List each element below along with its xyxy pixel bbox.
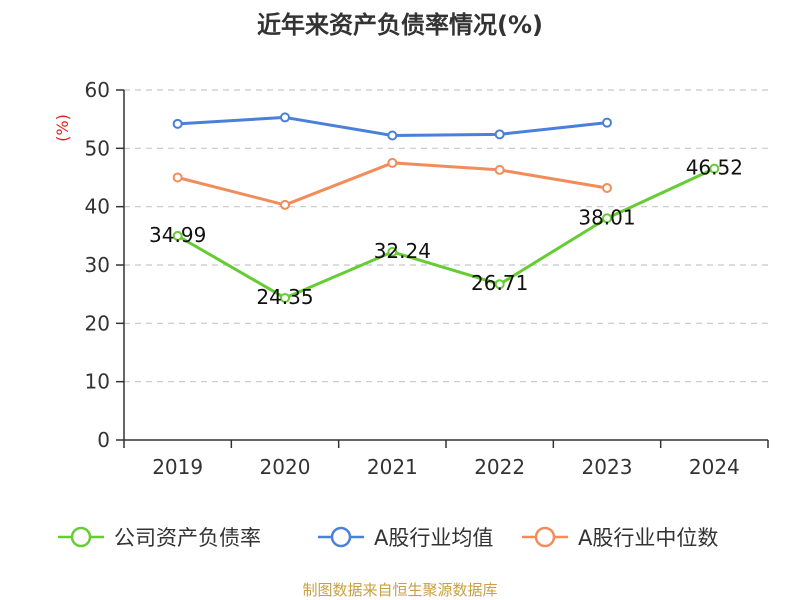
data-label: 24.35	[256, 285, 313, 309]
legend-marker	[70, 526, 92, 548]
x-tick-label: 2019	[152, 455, 203, 479]
data-point	[602, 213, 612, 224]
x-tick-label: 2020	[260, 455, 311, 479]
data-label: 26.71	[471, 271, 528, 295]
chart-title: 近年来资产负债率情况(%)	[257, 11, 543, 39]
y-tick-label: 60	[85, 78, 110, 102]
y-tick-label: 30	[85, 253, 110, 277]
x-tick-label: 2022	[474, 455, 525, 479]
data-point	[602, 183, 612, 193]
data-labels: 34.99 24.35 32.24 26.71 38.01 46.52	[149, 156, 743, 309]
data-point	[494, 279, 505, 290]
y-tick-label: 50	[85, 136, 110, 160]
legend-label: 公司资产负债率	[114, 526, 261, 550]
legend-marker	[330, 526, 352, 548]
series-line	[177, 161, 608, 207]
data-point	[172, 118, 183, 129]
y-tick-label: 20	[85, 311, 110, 335]
data-point	[172, 230, 183, 241]
data-point	[494, 164, 505, 175]
data-label: 32.24	[374, 239, 431, 263]
data-label: 34.99	[149, 223, 206, 247]
data-point	[602, 117, 612, 128]
grid-lines	[124, 89, 768, 383]
x-tick-label: 2023	[582, 455, 633, 479]
legend-label: A股行业中位数	[578, 526, 718, 550]
y-tick-label: 0	[97, 428, 110, 452]
legend: 公司资产负债率 A股行业均值 A股行业中位数	[58, 526, 718, 550]
y-tick-labels: 0 10 20 30 40 50 60	[85, 78, 110, 452]
y-tick-label: 10	[85, 370, 110, 394]
x-tick-label: 2024	[689, 455, 740, 479]
data-point	[387, 157, 398, 168]
data-label: 38.01	[578, 205, 635, 229]
source-note: 制图数据来自恒生聚源数据库	[302, 581, 497, 599]
data-point	[280, 199, 290, 210]
data-point	[280, 112, 290, 123]
y-axis-label: (%)	[53, 114, 72, 142]
data-point	[387, 246, 398, 257]
data-point	[172, 172, 183, 183]
data-label: 46.52	[686, 156, 743, 180]
y-tick-label: 40	[85, 195, 110, 219]
x-tick-labels: 2019 2020 2021 2022 2023 2024	[152, 455, 740, 479]
axes	[116, 89, 769, 448]
data-point	[709, 163, 720, 174]
data-point	[280, 292, 290, 303]
series-line	[176, 167, 715, 300]
data-point	[387, 130, 398, 141]
x-tick-label: 2021	[367, 455, 418, 479]
series	[172, 112, 720, 303]
legend-label: A股行业均值	[374, 526, 493, 550]
legend-marker	[534, 526, 556, 548]
data-point	[494, 129, 505, 140]
